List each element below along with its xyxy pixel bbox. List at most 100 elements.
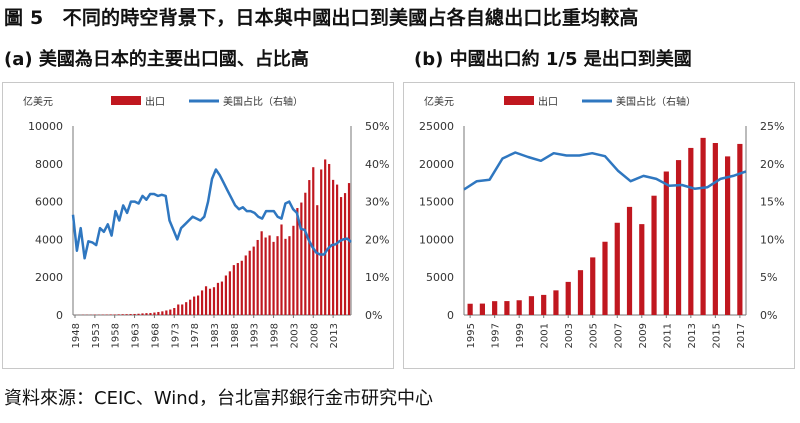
china-left-tick-label: 20000 — [419, 158, 454, 171]
japan-export-bar — [332, 179, 335, 315]
china-right-tick-label: 10% — [760, 233, 784, 246]
china-right-tick-label: 20% — [760, 158, 784, 171]
japan-export-bar — [268, 235, 271, 315]
china-x-tick-label: 2015 — [711, 323, 722, 348]
china-x-tick-label: 1995 — [466, 323, 477, 348]
japan-x-tick-label: 1973 — [170, 323, 181, 348]
china-export-bar — [639, 224, 645, 315]
china-x-tick-label: 2007 — [613, 323, 624, 348]
japan-right-tick-label: 0% — [365, 309, 382, 322]
japan-export-bar — [280, 224, 283, 315]
japan-export-bar — [300, 202, 303, 315]
china-left-tick-label: 25000 — [419, 120, 454, 133]
japan-export-bar — [304, 192, 307, 315]
japan-right-tick-label: 10% — [365, 271, 389, 284]
japan-left-tick-label: 10000 — [28, 120, 63, 133]
figure-title: 圖 5 不同的時空背景下，日本與中國出口到美國占各自總出口比重均較高 — [4, 7, 639, 29]
japan-export-bar — [220, 281, 224, 315]
japan-export-bar — [347, 183, 351, 315]
china-export-bar — [675, 160, 682, 315]
japan-x-tick-label: 1948 — [71, 323, 82, 348]
china-right-tick-label: 0% — [760, 309, 777, 322]
china-export-bar — [577, 270, 584, 315]
japan-export-bar — [320, 169, 323, 315]
japan-export-bar — [312, 167, 315, 315]
japan-export-bar — [236, 263, 239, 315]
japan-export-bar — [276, 236, 279, 315]
china-export-bar — [700, 137, 706, 315]
japan-export-bar — [161, 311, 164, 315]
japan-x-tick-label: 1993 — [250, 323, 261, 348]
japan-export-bar — [141, 313, 144, 315]
china-x-tick-label: 2013 — [687, 323, 698, 348]
japan-x-tick-label: 1983 — [210, 323, 221, 348]
china-export-bar — [626, 206, 633, 315]
china-export-bar — [504, 301, 510, 315]
japan-export-bar — [224, 275, 227, 315]
china-left-tick-label: 0 — [447, 309, 454, 322]
japan-export-bar — [200, 290, 204, 315]
japan-export-bar — [181, 304, 184, 315]
china-export-bar — [467, 303, 473, 315]
japan-export-bar — [185, 302, 188, 315]
japan-legend-line-label: 美国占比（右轴） — [223, 95, 303, 108]
japan-export-bar — [133, 313, 136, 315]
japan-unit-label: 亿美元 — [23, 95, 53, 108]
japan-legend-bar-label: 出口 — [145, 95, 165, 108]
japan-export-bar — [343, 193, 347, 315]
china-unit-label: 亿美元 — [424, 95, 454, 108]
china-right-tick-label: 5% — [760, 271, 777, 284]
japan-export-bar — [248, 250, 251, 315]
japan-export-bar — [272, 241, 275, 315]
source-note: 資料來源：CEIC、Wind，台北富邦銀行金市研究中心 — [4, 388, 434, 409]
japan-export-bar — [256, 239, 259, 315]
china-export-bar — [663, 171, 669, 315]
japan-right-tick-label: 40% — [365, 158, 389, 171]
china-us-share-line — [463, 151, 747, 191]
right-subtitle: (b) 中國出口約 1/5 是出口到美國 — [414, 49, 692, 70]
china-x-tick-label: 2003 — [564, 323, 575, 348]
japan-x-tick-label: 1968 — [150, 323, 161, 348]
japan-export-bar — [252, 246, 255, 315]
japan-export-bar — [109, 314, 112, 315]
japan-export-bar — [324, 159, 327, 315]
japan-export-bar — [260, 231, 263, 315]
china-left-tick-label: 15000 — [419, 196, 454, 209]
china-x-tick-label: 1997 — [491, 323, 502, 348]
china-export-bar — [516, 300, 522, 315]
japan-left-tick-label: 6000 — [35, 196, 63, 209]
china-export-chart: 亿美元 出口 美国占比（右轴） 0 5000 10000 15000 20000 25000 0%… — [419, 95, 784, 348]
japan-export-bar — [216, 282, 220, 315]
japan-export-bar — [125, 314, 128, 315]
china-right-tick-label: 15% — [760, 196, 784, 209]
china-export-bar — [541, 294, 547, 315]
china-export-bar — [553, 290, 559, 315]
japan-right-tick-label: 50% — [365, 120, 389, 133]
japan-export-bar — [149, 313, 152, 315]
japan-x-tick-label: 1953 — [91, 323, 102, 348]
japan-export-bar — [137, 313, 140, 315]
japan-export-bar — [308, 180, 311, 315]
china-export-bar — [688, 147, 694, 315]
japan-export-bar — [169, 309, 172, 315]
japan-export-bar — [228, 271, 231, 315]
japan-export-bar — [212, 287, 216, 315]
japan-x-tick-label: 2013 — [329, 323, 340, 348]
japan-export-bar — [336, 184, 339, 315]
japan-right-tick-label: 30% — [365, 196, 389, 209]
japan-left-tick-label: 4000 — [35, 233, 63, 246]
japan-x-tick-label: 2003 — [289, 323, 300, 348]
japan-left-tick-label: 2000 — [35, 271, 63, 284]
japan-export-bar — [240, 260, 243, 315]
china-export-bar — [725, 156, 731, 315]
china-legend-bar-swatch — [504, 96, 534, 105]
japan-export-bar — [284, 238, 287, 315]
china-export-bar — [479, 303, 485, 315]
china-export-bar — [492, 301, 498, 315]
china-chart-panel: 亿美元 出口 美国占比（右轴） 0 5000 10000 15000 20000 25000 0%… — [403, 82, 795, 369]
japan-export-bar — [208, 288, 212, 315]
japan-export-bar — [316, 205, 319, 315]
japan-x-tick-label: 1998 — [270, 323, 281, 348]
japan-export-bar — [244, 255, 247, 315]
japan-us-share-line — [71, 168, 352, 260]
